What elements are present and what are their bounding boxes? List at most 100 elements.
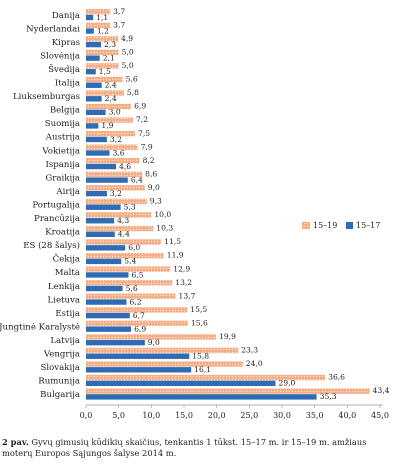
category-label: Danija	[52, 11, 80, 21]
value-label-15-17: 6,9	[134, 324, 146, 333]
value-label-15-19: 15,5	[190, 305, 207, 314]
bar-15-17	[86, 367, 192, 373]
caption-number: 2 pav.	[2, 437, 29, 447]
bar-15-19	[86, 225, 154, 232]
bar-15-19	[86, 361, 243, 367]
value-label-15-19: 43,4	[373, 386, 390, 395]
bar-15-17	[86, 28, 94, 34]
category-label: Liuksemburgas	[13, 92, 80, 102]
caption-text: Gyvų gimusių kūdikių skaičius, tenkantis…	[2, 437, 367, 458]
category-label: ES (28 šalys)	[23, 240, 80, 251]
value-label-15-17: 1,1	[96, 13, 108, 22]
bar-15-19	[86, 185, 145, 191]
bar-15-19	[86, 266, 171, 272]
bar-15-17	[86, 163, 117, 170]
figure-caption: 2 pav. Gyvų gimusių kūdikių skaičius, te…	[2, 437, 398, 458]
value-label-15-19: 5,8	[127, 88, 139, 97]
value-label-15-19: 11,5	[164, 237, 181, 246]
x-tick-label: 15,0	[175, 411, 193, 420]
bar-15-19	[86, 239, 162, 245]
value-label-15-17: 6,7	[133, 311, 145, 320]
value-label-15-17: 1,2	[97, 26, 109, 35]
value-label-15-17: 6,0	[128, 243, 140, 252]
bar-15-19	[86, 49, 119, 56]
bar-15-19	[86, 76, 123, 83]
x-tick-label: 35,0	[306, 411, 324, 420]
category-label: Italija	[55, 79, 80, 89]
value-label-15-19: 15,6	[191, 318, 208, 327]
bar-15-17	[86, 326, 132, 332]
bar-15-19	[86, 90, 124, 96]
bar-15-19	[86, 103, 132, 110]
bar-15-17	[86, 150, 110, 156]
bar-15-19	[86, 158, 140, 164]
category-label: Estija	[55, 309, 80, 319]
legend: 15–19 15–17	[302, 221, 380, 230]
x-tick-label: 25,0	[240, 411, 258, 420]
value-label-15-17: 2,3	[104, 40, 116, 49]
value-label-15-19: 23,3	[241, 346, 258, 355]
bar-15-17	[86, 96, 102, 102]
value-label-15-19: 5,0	[122, 61, 134, 70]
bar-15-17	[86, 285, 123, 292]
value-label-15-19: 5,6	[126, 75, 138, 84]
value-label-15-19: 11,9	[167, 251, 184, 260]
category-label: Bulgarija	[40, 390, 80, 400]
category-label: Rumunija	[38, 377, 80, 387]
legend-label-15-17: 15–17	[356, 221, 380, 230]
bar-15-17	[86, 258, 122, 265]
bar-15-17	[86, 312, 130, 319]
bar-15-19	[86, 334, 217, 340]
bar-15-17	[86, 299, 127, 305]
value-label-15-17: 35,3	[320, 392, 337, 401]
value-label-15-19: 12,9	[173, 264, 190, 273]
bar-15-17	[86, 231, 115, 237]
value-label-15-19: 19,9	[219, 332, 236, 341]
category-label: Suomija	[45, 119, 80, 129]
category-label: Ispanija	[45, 160, 80, 170]
bar-15-19	[86, 171, 143, 177]
value-label-15-17: 5,3	[124, 203, 136, 212]
value-label-15-17: 3,2	[110, 135, 122, 144]
bar-15-17	[86, 14, 94, 21]
bar-chart: Danija 3,7 1,1 Nyderlandai 3,7 1,2 Kipras 4,9 2,…	[0, 7, 390, 420]
x-tick-label: 0,0	[80, 411, 93, 420]
value-label-15-19: 13,2	[175, 278, 192, 287]
value-label-15-17: 16,1	[194, 365, 211, 374]
category-label: Vengrija	[43, 350, 80, 360]
bar-15-17	[86, 109, 106, 116]
bar-15-19	[86, 22, 111, 28]
category-label: Malta	[55, 268, 80, 278]
bars-layer	[86, 9, 370, 400]
value-label-15-19: 7,9	[141, 142, 153, 151]
category-label: Nyderlandai	[26, 24, 80, 34]
category-label: Latvija	[50, 336, 80, 346]
category-label: Portugalija	[32, 200, 80, 210]
value-label-15-17: 9,0	[148, 338, 160, 347]
category-label: Švedija	[48, 63, 80, 75]
category-label: Jungtinė Karalystė	[0, 322, 80, 332]
value-label-15-17: 5,4	[124, 257, 136, 266]
value-label-15-19: 9,3	[150, 197, 162, 206]
bar-15-17	[86, 69, 96, 75]
bar-15-17	[86, 55, 100, 61]
bar-15-19	[86, 130, 135, 137]
value-label-15-19: 7,2	[136, 115, 148, 124]
value-label-15-19: 10,0	[154, 210, 171, 219]
value-label-15-17: 3,0	[109, 108, 121, 117]
bar-15-19	[86, 212, 152, 218]
x-tick-label: 5,0	[112, 411, 125, 420]
category-label: Lenkija	[48, 282, 80, 292]
category-label: Kroatija	[45, 228, 80, 238]
bar-15-17	[86, 190, 107, 197]
value-label-15-17: 2,4	[105, 94, 117, 103]
bar-15-19	[86, 374, 326, 381]
value-label-15-17: 3,2	[110, 189, 122, 198]
bar-15-17	[86, 380, 276, 387]
value-label-15-17: 6,4	[131, 175, 143, 184]
bar-15-19	[86, 252, 164, 259]
value-label-15-17: 2,1	[103, 53, 115, 62]
value-label-15-19: 3,7	[113, 7, 125, 16]
value-label-15-19: 3,7	[113, 20, 125, 29]
bar-15-19	[86, 36, 119, 42]
